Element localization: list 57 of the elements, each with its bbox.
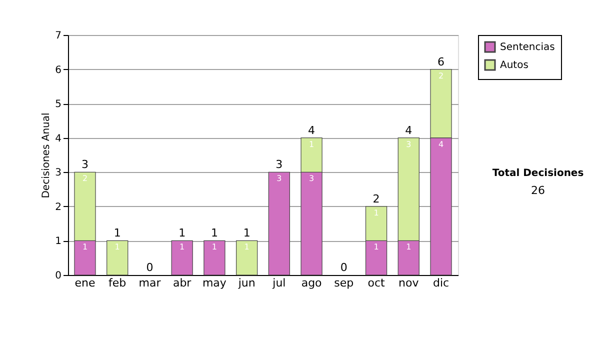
y-tick-label: 2 <box>55 202 62 213</box>
data-label: 1 <box>180 242 185 252</box>
legend-label: Sentencias <box>500 42 555 53</box>
data-label: 3 <box>406 140 412 149</box>
data-label: 1 <box>374 242 379 252</box>
bar <box>204 240 226 276</box>
x-tick-label: dic <box>432 276 450 290</box>
data-label: 3 <box>276 174 282 184</box>
x-tick-label: may <box>202 276 227 290</box>
data-label: 1 <box>309 140 314 149</box>
text: 26 <box>531 184 545 197</box>
x-tick-label: jul <box>272 276 286 290</box>
total-label: 1 <box>243 226 250 240</box>
data-label: 2 <box>82 174 88 184</box>
y-tick-label: 1 <box>55 236 62 248</box>
data-label: 3 <box>309 174 314 184</box>
x-tick-label: ene <box>74 276 96 290</box>
data-label: 1 <box>212 242 217 252</box>
total-label: 6 <box>438 55 445 68</box>
y-tick-label: 0 <box>55 270 62 282</box>
x-tick-label: abr <box>172 276 192 290</box>
x-tick-label: ago <box>301 276 322 290</box>
data-label: 1 <box>406 242 412 252</box>
y-axis-title: Decisiones Anual <box>41 112 52 198</box>
legend-label: Autos <box>500 60 528 71</box>
x-tick-label: sep <box>334 276 354 290</box>
data-label: 2 <box>438 71 444 80</box>
total-label: 1 <box>178 226 186 240</box>
data-label: 1 <box>82 242 88 252</box>
x-tick-label: nov <box>398 276 420 290</box>
total-label: 3 <box>81 158 88 172</box>
total-label: 0 <box>340 261 348 274</box>
y-tick-label: 3 <box>55 168 62 179</box>
bar <box>268 172 290 276</box>
data-label: 1 <box>374 208 379 218</box>
x-tick-label: mar <box>138 276 162 290</box>
text: Total Decisiones <box>492 168 584 179</box>
total-label: 3 <box>276 158 283 172</box>
x-tick-label: feb <box>108 276 126 290</box>
data-label: 4 <box>438 140 444 149</box>
total-label: 4 <box>308 124 316 137</box>
total-label: 1 <box>114 226 121 240</box>
y-tick-label: 6 <box>55 64 62 76</box>
bar <box>236 240 258 276</box>
x-tick-label: jun <box>237 276 256 290</box>
y-tick-label: 5 <box>55 99 62 110</box>
total-label: 2 <box>372 192 380 206</box>
x-tick-label: oct <box>368 276 386 290</box>
total-label: 4 <box>405 124 412 137</box>
data-label: 1 <box>244 242 250 252</box>
data-label: 1 <box>114 242 120 252</box>
y-tick-label: 7 <box>55 30 62 42</box>
total-label: 1 <box>210 226 218 240</box>
y-tick-label: 4 <box>55 133 62 144</box>
total-label: 0 <box>146 261 154 274</box>
bar <box>171 240 193 276</box>
bar <box>106 240 128 276</box>
